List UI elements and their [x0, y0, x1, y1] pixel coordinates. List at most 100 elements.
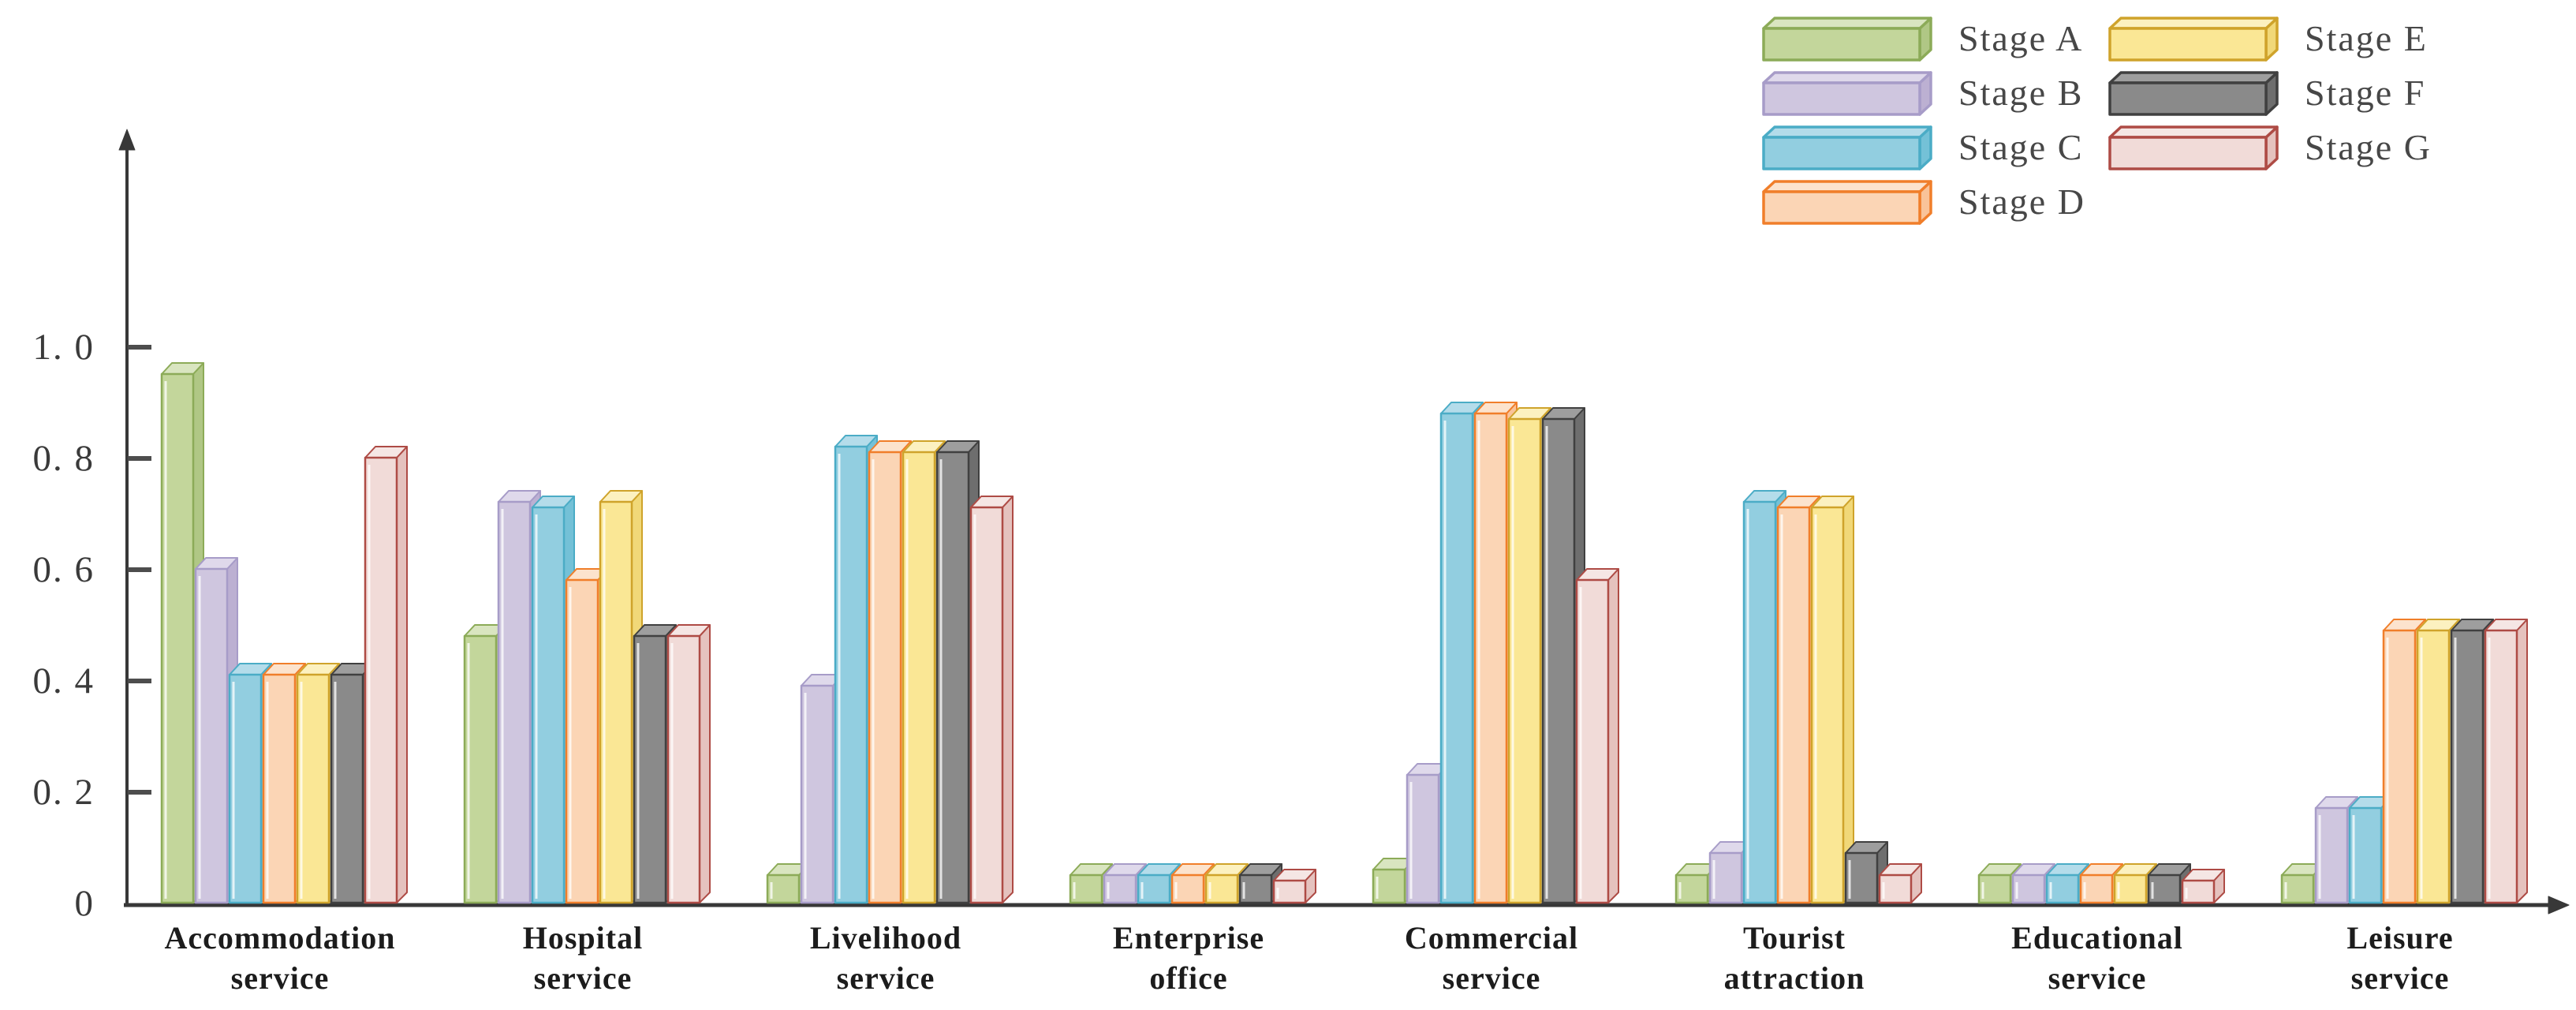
bar-stage-a-face — [1372, 868, 1406, 904]
bar-stage-c-face — [1742, 500, 1777, 904]
bar-stage-b-face — [1406, 773, 1440, 904]
bar-stage-e-side — [1842, 496, 1854, 903]
legend-item-stage-c: Stage C — [1761, 120, 2085, 174]
bar-stage-b-face — [800, 684, 834, 904]
bar-stage-a-face — [160, 372, 195, 904]
bar-stage-c-face — [2348, 806, 2383, 904]
bar-stage-e-face — [2113, 873, 2148, 904]
y-axis-arrow — [118, 129, 136, 151]
bar-stage-d-face — [1473, 412, 1508, 904]
bar-stage-g-face — [969, 506, 1004, 904]
bar-stage-c-face — [1137, 873, 1171, 904]
x-axis-arrow — [2548, 896, 2570, 915]
legend-swatch-shape — [1762, 16, 1932, 30]
bar-stage-e-face — [296, 673, 330, 904]
legend-swatch-shape — [1762, 125, 1932, 139]
bar-stage-a-face — [1674, 873, 1709, 904]
y-tick-label: 0. 6 — [32, 549, 95, 590]
y-tick-label: 0. 4 — [32, 660, 95, 701]
bar-stage-b-face — [497, 500, 532, 904]
legend-swatch-stage-a — [1762, 16, 1932, 62]
legend-swatch-shape — [2108, 135, 2268, 170]
bar-stage-e-face — [599, 500, 633, 904]
bar-stage-g-side — [1607, 568, 1619, 903]
legend-swatch-stage-f — [2108, 70, 2279, 116]
legend-item-stage-e: Stage E — [2107, 11, 2432, 65]
legend-label: Stage C — [1958, 127, 2084, 167]
bar-stage-g-face — [1272, 879, 1307, 904]
legend-label: Stage E — [2305, 18, 2428, 58]
bar-stage-d-face — [262, 673, 297, 904]
bar-stage-g-face — [364, 456, 398, 904]
category-label: Educational service — [2011, 920, 2183, 997]
legend-swatch-shape — [2108, 16, 2279, 30]
legend-item-stage-f: Stage F — [2107, 65, 2432, 120]
legend-swatch-stage-g — [2108, 125, 2279, 170]
category-label: Commercial service — [1404, 920, 1579, 997]
bar-stage-e-face — [2416, 629, 2451, 904]
bar-stage-e-face — [902, 451, 936, 904]
bar-stage-b-face — [194, 567, 229, 904]
bar-stage-g-face — [2484, 629, 2518, 904]
legend-swatch-shape — [2108, 26, 2268, 62]
bar-stage-f-face — [2450, 629, 2485, 904]
bar-stage-g-face — [2181, 879, 2216, 904]
legend-swatch-shape — [1762, 80, 1921, 116]
bar-stage-e-face — [1507, 417, 1542, 904]
bar-stage-f-face — [633, 634, 667, 904]
bar-stage-f-face — [935, 451, 970, 904]
bar-stage-d-face — [1170, 873, 1205, 904]
legend-item-stage-b: Stage B — [1761, 65, 2085, 120]
legend-label: Stage F — [2305, 73, 2426, 113]
legend-label: Stage G — [2305, 127, 2432, 167]
bar-stage-d-face — [2079, 873, 2114, 904]
bar-stage-g-side — [1002, 496, 1014, 903]
bar-stage-c-face — [1439, 412, 1474, 904]
legend-item-stage-d: Stage D — [1761, 174, 2085, 229]
legend-swatch-shape — [2108, 80, 2268, 116]
bar-stage-a-face — [1069, 873, 1103, 904]
y-tick-label: 0. 8 — [32, 438, 95, 479]
legend-column-2: Stage E Stage F Stage G — [2107, 11, 2432, 174]
bar-stage-g-face — [1575, 578, 1610, 904]
legend-label: Stage A — [1958, 18, 2084, 58]
legend-swatch-shape — [1762, 189, 1921, 225]
bar-stage-a-face — [766, 873, 801, 904]
legend-swatch-shape — [2108, 70, 2279, 84]
bar-stage-d-face — [868, 451, 902, 904]
bar-stage-f-face — [1844, 851, 1879, 904]
legend-swatch-stage-c — [1762, 125, 1932, 170]
bar-stage-a-face — [1977, 873, 2012, 904]
bar-stage-b-face — [2314, 806, 2349, 904]
bar-stage-c-face — [834, 445, 868, 904]
legend-swatch-stage-e — [2108, 16, 2279, 62]
category-label: Enterprise office — [1112, 920, 1265, 997]
legend-swatch-shape — [1762, 26, 1921, 62]
legend-column-1: Stage A Stage B Stage C Stage D — [1761, 11, 2085, 229]
bar-stage-d-face — [1776, 506, 1811, 904]
bar-stage-f-face — [2147, 873, 2182, 904]
y-tick-label: 0. 2 — [32, 772, 95, 813]
bar-stage-b-face — [2011, 873, 2046, 904]
legend-swatch-shape — [1762, 135, 1921, 170]
y-tick-label: 0 — [74, 883, 95, 924]
bar-stage-f-face — [330, 673, 364, 904]
category-label: Leisure service — [2346, 920, 2454, 997]
bar-stage-g-side — [2516, 619, 2528, 903]
category-label: Accommodation service — [164, 920, 396, 997]
bar-stage-g-side — [699, 624, 711, 903]
bar-stage-a-face — [2280, 873, 2315, 904]
legend-label: Stage B — [1958, 73, 2084, 113]
bar-stage-a-face — [463, 634, 498, 904]
legend-swatch-stage-b — [1762, 70, 1932, 116]
bar-stage-g-face — [1878, 873, 1913, 904]
category-label: Livelihood service — [809, 920, 962, 997]
bar-stage-b-face — [1708, 851, 1743, 904]
bar-stage-e-face — [1204, 873, 1239, 904]
y-tick-label: 1. 0 — [32, 327, 95, 368]
bar-stage-e-face — [1810, 506, 1845, 904]
legend-label: Stage D — [1958, 181, 2085, 222]
bar-stage-c-face — [531, 506, 566, 904]
